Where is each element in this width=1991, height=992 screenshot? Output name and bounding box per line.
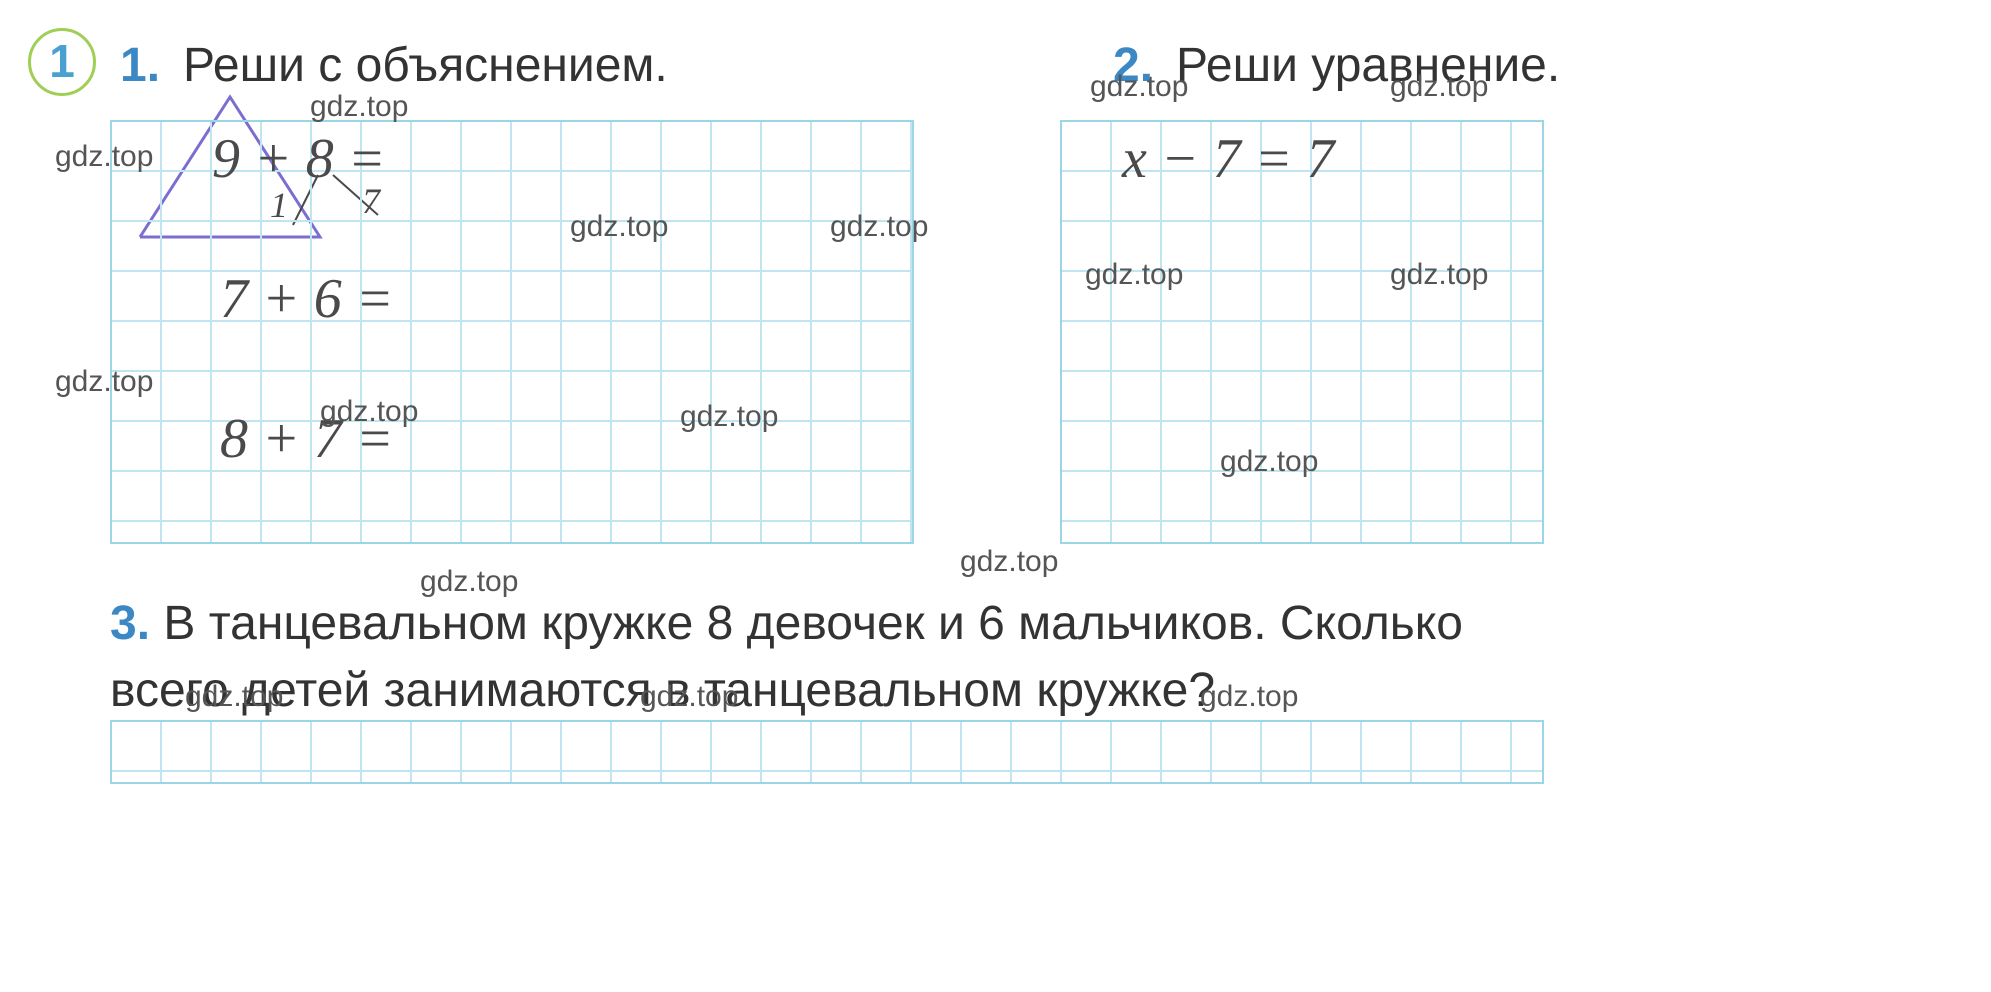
grid-bottom bbox=[110, 720, 1544, 784]
exercise-number-circle: 1 bbox=[28, 28, 96, 96]
q3-line1: В танцевальном кружке 8 девочек и 6 маль… bbox=[163, 597, 1463, 650]
watermark: gdz.top bbox=[1085, 258, 1183, 292]
q3-label: 3. bbox=[110, 597, 150, 650]
eq1: 9 + 8 = bbox=[212, 127, 386, 191]
eq2: 7 + 6 = bbox=[220, 267, 394, 331]
watermark: gdz.top bbox=[1090, 70, 1188, 104]
watermark: gdz.top bbox=[960, 545, 1058, 579]
watermark: gdz.top bbox=[185, 680, 283, 714]
q1-text: Реши с объяснением. bbox=[183, 38, 668, 93]
eq1-split-b: 7 bbox=[362, 180, 380, 222]
watermark: gdz.top bbox=[1390, 258, 1488, 292]
eq1-split-a: 1 bbox=[270, 184, 288, 226]
watermark: gdz.top bbox=[310, 90, 408, 124]
watermark: gdz.top bbox=[1390, 70, 1488, 104]
right-equation: x − 7 = 7 bbox=[1122, 127, 1334, 191]
grid-right: x − 7 = 7 bbox=[1060, 120, 1544, 544]
watermark: gdz.top bbox=[55, 365, 153, 399]
title-row: 1 1. Реши с объяснением. 2. Реши уравнен… bbox=[28, 28, 1963, 98]
watermark: gdz.top bbox=[680, 400, 778, 434]
watermark: gdz.top bbox=[320, 395, 418, 429]
q3-block: 3. В танцевальном кружке 8 девочек и 6 м… bbox=[110, 590, 1931, 724]
watermark: gdz.top bbox=[420, 565, 518, 599]
watermark: gdz.top bbox=[570, 210, 668, 244]
q2-text: Реши уравнение. bbox=[1176, 38, 1560, 93]
watermark: gdz.top bbox=[640, 680, 738, 714]
watermark: gdz.top bbox=[830, 210, 928, 244]
q1-label: 1. bbox=[120, 38, 160, 93]
watermark: gdz.top bbox=[55, 140, 153, 174]
watermark: gdz.top bbox=[1200, 680, 1298, 714]
grid-left: 9 + 8 = 1 7 7 + 6 = 8 + 7 = bbox=[110, 120, 914, 544]
watermark: gdz.top bbox=[1220, 445, 1318, 479]
